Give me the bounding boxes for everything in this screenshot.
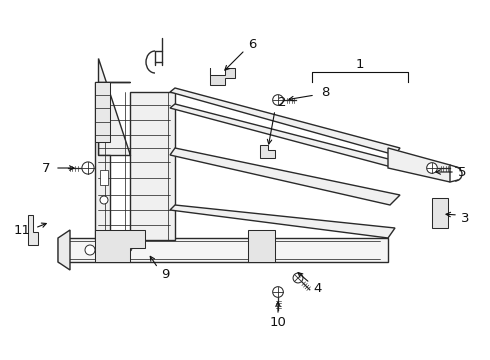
Circle shape <box>264 237 270 243</box>
Text: 5: 5 <box>458 166 466 179</box>
Polygon shape <box>98 58 175 240</box>
Text: 2: 2 <box>278 96 286 109</box>
Text: 4: 4 <box>314 283 322 296</box>
Circle shape <box>293 273 303 283</box>
Text: 6: 6 <box>248 39 256 51</box>
Polygon shape <box>58 238 388 262</box>
Polygon shape <box>432 198 448 228</box>
Circle shape <box>82 162 94 174</box>
Circle shape <box>436 203 444 211</box>
Circle shape <box>124 244 132 252</box>
Polygon shape <box>95 230 145 262</box>
Circle shape <box>105 243 115 253</box>
Polygon shape <box>95 82 130 240</box>
Circle shape <box>436 216 444 224</box>
Circle shape <box>264 248 270 256</box>
Polygon shape <box>248 230 275 262</box>
Circle shape <box>105 245 115 255</box>
Polygon shape <box>170 148 400 205</box>
Circle shape <box>272 287 283 297</box>
Text: 10: 10 <box>270 315 287 328</box>
Polygon shape <box>170 104 400 168</box>
Text: 7: 7 <box>42 162 50 175</box>
Polygon shape <box>170 88 400 155</box>
Text: 8: 8 <box>321 86 329 99</box>
Text: 1: 1 <box>356 58 364 71</box>
Polygon shape <box>210 68 235 85</box>
Polygon shape <box>58 230 70 270</box>
Text: 11: 11 <box>14 224 30 237</box>
Text: 3: 3 <box>461 211 469 225</box>
Polygon shape <box>95 82 110 142</box>
Polygon shape <box>260 145 275 158</box>
Polygon shape <box>170 205 395 238</box>
Polygon shape <box>388 148 450 182</box>
Text: 9: 9 <box>161 269 169 282</box>
Circle shape <box>272 95 283 105</box>
Circle shape <box>427 163 437 173</box>
Circle shape <box>85 245 95 255</box>
Polygon shape <box>100 170 108 185</box>
Polygon shape <box>28 215 38 245</box>
Circle shape <box>252 248 260 256</box>
Circle shape <box>100 196 108 204</box>
Circle shape <box>252 237 260 243</box>
